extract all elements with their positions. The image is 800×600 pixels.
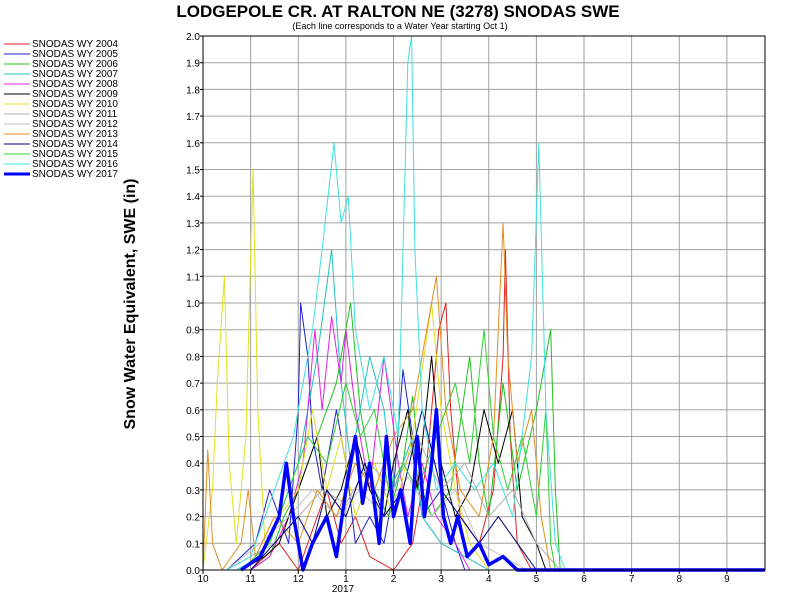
x-tick-label: 3	[438, 574, 444, 585]
y-tick-label: 1.3	[186, 219, 200, 230]
legend-label: SNODAS WY 2006	[32, 59, 118, 70]
chart-subtitle: (Each line corresponds to a Water Year s…	[292, 21, 507, 31]
y-tick-label: 1.8	[186, 85, 200, 96]
legend-label: SNODAS WY 2017	[32, 169, 118, 180]
x-tick-label: 10	[197, 574, 209, 585]
x-tick-label: 1	[343, 574, 349, 585]
x-tick-label: 8	[676, 574, 682, 585]
series-line-11	[240, 329, 556, 571]
y-tick-label: 0.1	[186, 539, 200, 550]
y-tick-label: 1.1	[186, 272, 200, 283]
legend-label: SNODAS WY 2005	[32, 49, 118, 60]
legend-label: SNODAS WY 2016	[32, 159, 118, 170]
y-ticks: 0.0 0.1 0.2 0.3 0.4 0.5 0.6 0.7 0.8 0.9 1.0 1.1 1.2 1…	[186, 32, 203, 577]
y-tick-label: 0.2	[186, 513, 200, 524]
legend-label: SNODAS WY 2015	[32, 149, 118, 160]
x-year-label: 2017	[332, 584, 355, 595]
x-tick-label: 4	[486, 574, 492, 585]
series-line-13	[240, 408, 765, 572]
series-line-4	[250, 315, 471, 571]
series-line-6	[202, 169, 490, 571]
legend-label: SNODAS WY 2010	[32, 99, 118, 110]
x-tick-label: 12	[293, 574, 305, 585]
y-tick-label: 0.3	[186, 486, 200, 497]
legend-label: SNODAS WY 2007	[32, 69, 118, 80]
x-tick-label: 6	[581, 574, 587, 585]
y-tick-label: 0.6	[186, 406, 200, 417]
series-line-9	[202, 222, 552, 571]
legend-label: SNODAS WY 2008	[32, 79, 118, 90]
x-tick-label: 11	[245, 574, 256, 585]
y-tick-label: 1.6	[186, 139, 200, 150]
series-line-12	[226, 35, 566, 571]
series-layer	[202, 35, 765, 572]
y-tick-label: 1.0	[186, 299, 200, 310]
y-tick-label: 1.5	[186, 166, 200, 177]
x-ticks: 10 11 12 1 2 3 4 5 6 7 8 9	[197, 570, 730, 585]
y-tick-label: 0.4	[186, 459, 200, 470]
y-tick-label: 2.0	[186, 32, 200, 43]
legend-label: SNODAS WY 2014	[32, 139, 118, 150]
y-tick-label: 1.4	[186, 192, 200, 203]
y-tick-label: 1.7	[186, 112, 200, 123]
legend-label: SNODAS WY 2012	[32, 119, 118, 130]
x-tick-label: 9	[724, 574, 730, 585]
legend-label: SNODAS WY 2004	[32, 39, 118, 50]
x-tick-label: 2	[391, 574, 397, 585]
y-tick-label: 0.0	[186, 566, 200, 577]
legend-label: SNODAS WY 2013	[32, 129, 118, 140]
legend-label: SNODAS WY 2011	[32, 109, 118, 120]
series-line-5	[240, 355, 547, 571]
chart-title: LODGEPOLE CR. AT RALTON NE (3278) SNODAS…	[176, 2, 619, 21]
y-tick-label: 0.8	[186, 352, 200, 363]
y-tick-label: 0.9	[186, 326, 200, 337]
y-tick-label: 1.9	[186, 59, 200, 70]
y-tick-label: 0.7	[186, 379, 200, 390]
x-tick-label: 7	[629, 574, 635, 585]
y-tick-label: 0.5	[186, 433, 200, 444]
legend-label: SNODAS WY 2009	[32, 89, 118, 100]
y-axis-label: Snow Water Equivalent, SWE (in)	[122, 179, 139, 430]
y-tick-label: 1.2	[186, 246, 200, 257]
x-tick-label: 5	[534, 574, 540, 585]
